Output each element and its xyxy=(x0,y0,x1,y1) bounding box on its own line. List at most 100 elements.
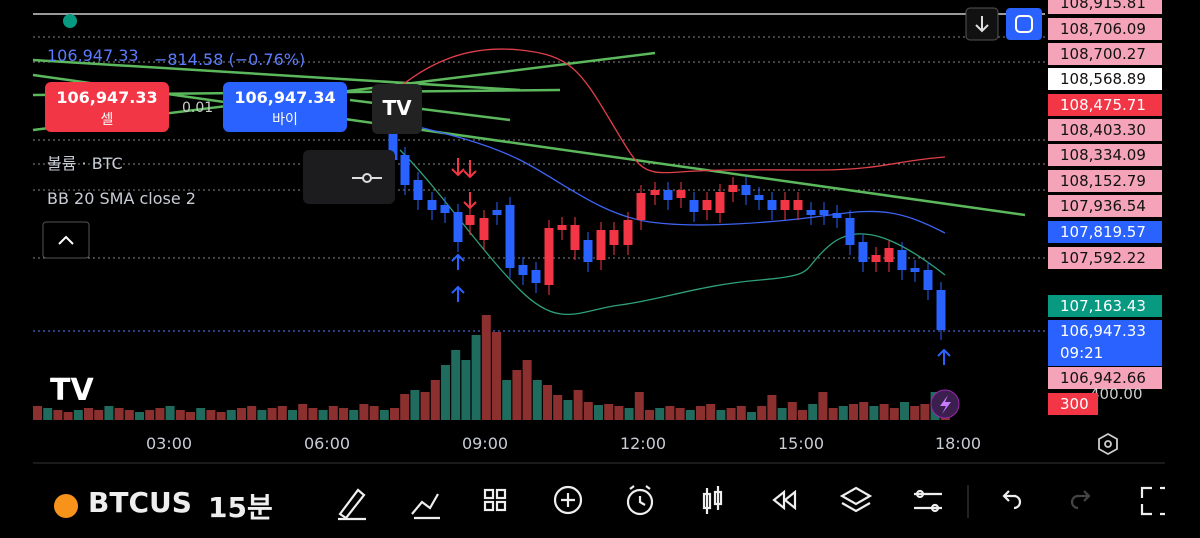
volume-bar xyxy=(237,408,246,420)
candle-body xyxy=(702,200,712,210)
collapse-button[interactable] xyxy=(42,221,90,259)
volume-bar xyxy=(583,402,593,420)
candle-body xyxy=(596,230,606,260)
candle-body xyxy=(806,210,816,215)
volume-bar xyxy=(532,380,542,420)
status-dot xyxy=(63,14,77,28)
volume-axis-label: 400.00 xyxy=(1090,385,1143,403)
volume-bar xyxy=(288,410,297,420)
volume-bar xyxy=(481,315,491,420)
volume-bar xyxy=(135,412,144,420)
interval[interactable]: 15분 xyxy=(208,491,273,524)
coin-icon xyxy=(54,494,78,518)
volume-bar xyxy=(563,400,573,420)
volume-bar xyxy=(828,408,838,420)
price-label: 107,819.57 xyxy=(1048,221,1162,243)
spread: 0.01 xyxy=(182,100,214,116)
bb-indicator[interactable]: BB 20 SMA close 2 xyxy=(47,189,196,208)
time-label: 18:00 xyxy=(934,434,982,453)
volume-bar xyxy=(685,410,695,420)
candle-body xyxy=(715,192,725,213)
candle-body xyxy=(910,268,920,272)
volume-bar xyxy=(757,406,767,420)
candle-body xyxy=(479,218,489,240)
time-label: 09:00 xyxy=(461,434,509,453)
candle-body xyxy=(936,290,946,330)
sell-price: 106,947.33 xyxy=(56,88,158,107)
sell-button[interactable]: 106,947.33 셀 xyxy=(45,82,169,132)
candle-body xyxy=(923,270,933,290)
volume-bar xyxy=(155,408,165,420)
volume-bar xyxy=(900,402,909,420)
volume-bar xyxy=(645,410,654,420)
volume-bar xyxy=(94,410,104,420)
symbol[interactable]: BTCUS xyxy=(88,486,192,519)
price-label: 108,403.30 xyxy=(1048,119,1162,141)
drag-widget[interactable] xyxy=(303,150,395,204)
volume-bar xyxy=(859,402,869,420)
volume-bar xyxy=(216,412,226,420)
bb-basis xyxy=(389,119,946,234)
volume-bar xyxy=(461,360,471,420)
candle-body xyxy=(650,190,660,195)
settings-dot xyxy=(1104,440,1112,448)
volume-bar xyxy=(706,404,716,420)
volume-bar xyxy=(145,410,155,420)
tv-logo xyxy=(372,84,422,134)
volume-bar xyxy=(522,360,532,420)
candle-body xyxy=(636,193,646,220)
volume-bar xyxy=(614,406,624,420)
volume-bar xyxy=(379,410,389,420)
candle-body xyxy=(400,155,410,185)
price-lines xyxy=(33,36,1045,259)
volume-bar xyxy=(420,392,430,420)
bb-upper xyxy=(389,48,946,174)
fullscreen-icon xyxy=(1015,15,1033,33)
candle-body xyxy=(832,213,842,218)
settings-icon[interactable] xyxy=(1098,432,1118,456)
volume-bar xyxy=(277,406,287,420)
candle-body xyxy=(518,265,528,275)
volume-bar xyxy=(675,408,685,420)
current-price-label: 106,947.33 09:21 xyxy=(1048,320,1162,366)
fullscreen-button[interactable] xyxy=(1006,8,1042,40)
candle-body xyxy=(663,190,673,200)
volume-bar xyxy=(910,406,920,420)
volume-bar xyxy=(451,350,461,420)
volume-bar xyxy=(849,404,858,420)
price-label: 108,475.71 xyxy=(1048,94,1162,116)
signal-arrows xyxy=(451,253,951,365)
expand-icon[interactable] xyxy=(1140,486,1165,516)
candle-body xyxy=(689,200,699,212)
price-label: 108,915.81 xyxy=(1048,0,1162,14)
candle-body xyxy=(413,180,423,200)
volume-bar xyxy=(787,402,797,420)
volume-bar xyxy=(33,406,42,420)
volume-bar xyxy=(604,404,614,420)
candle-body xyxy=(505,205,515,268)
volume-bar xyxy=(53,410,63,420)
volume-bar xyxy=(165,406,175,420)
volume-indicator[interactable]: 볼륨 · BTC xyxy=(47,154,123,173)
price-label: 108,334.09 xyxy=(1048,144,1162,166)
volume-bar xyxy=(492,332,501,420)
volume-bar xyxy=(196,408,206,420)
toolbar-icons[interactable] xyxy=(338,485,1022,521)
current-price: 106,947.33 xyxy=(1060,322,1146,340)
volume-bar xyxy=(543,385,552,420)
volume-bar xyxy=(318,410,328,420)
volume-bar xyxy=(573,390,583,420)
candles xyxy=(388,122,946,340)
buy-button[interactable]: 106,947.34 바이 xyxy=(223,82,347,132)
time-label: 15:00 xyxy=(777,434,825,453)
volume-bar xyxy=(553,395,563,420)
candle-body xyxy=(427,200,437,210)
volume-bar xyxy=(777,408,787,420)
price-label: 106,942.66 xyxy=(1048,367,1162,389)
candle-body xyxy=(544,228,554,285)
price-label: 108,700.27 xyxy=(1048,43,1162,65)
volume-bar xyxy=(736,406,746,420)
volume-bar xyxy=(747,412,756,420)
volume-bar xyxy=(879,404,889,420)
